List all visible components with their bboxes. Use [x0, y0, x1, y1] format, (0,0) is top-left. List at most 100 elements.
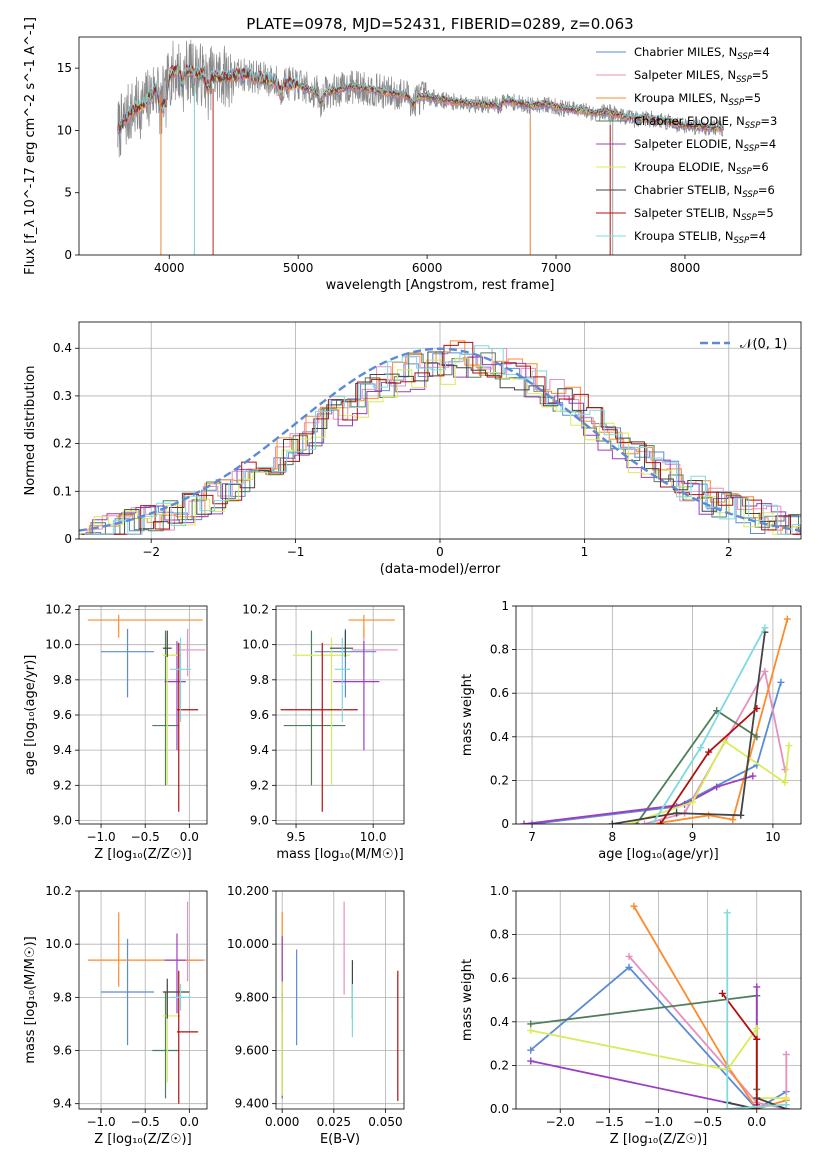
y-tick-label: 10.0	[45, 937, 72, 951]
panel-weight-vs-Z: −2.0 −1.5 −1.0 −0.5 0.0 0.0 0.2 0.4 0.6 0.8 1.0 Z […	[460, 884, 802, 1147]
y-tick-label: 9.2	[250, 778, 269, 792]
weight-series-line	[530, 986, 758, 1109]
y-tick-label: 0.8	[490, 928, 509, 942]
errorbar-point	[280, 642, 358, 812]
y-tick-label: 9.800	[235, 990, 269, 1004]
errorbar-point	[334, 637, 351, 723]
x-axis-label: Z [log₁₀(Z/Z☉)]	[94, 1132, 191, 1147]
weight-series-line	[523, 775, 754, 824]
axes-frame	[78, 36, 802, 256]
y-tick-label: 0	[501, 817, 509, 831]
legend-label: Kroupa MILES, NSSP=5	[634, 91, 761, 108]
y-tick-label: 0.6	[490, 971, 509, 985]
axes: 7 8 9 10 0 0.2 0.4 0.6 0.8 1 age [log₁₀(age/yr)] ma…	[460, 599, 802, 862]
x-tick-label: 2	[725, 545, 733, 559]
legend-label: Chabrier MILES, NSSP=4	[634, 45, 770, 62]
plot-area	[280, 614, 398, 812]
x-tick-label: 0.000	[265, 1115, 299, 1129]
y-tick-label: 9.6	[53, 1044, 72, 1058]
model-spectrum-line	[117, 65, 724, 133]
y-tick-label: 0.4	[53, 341, 72, 355]
weight-marker	[705, 811, 713, 819]
weight-marker	[781, 779, 789, 787]
plot-area	[527, 902, 790, 1109]
errorbar-point	[329, 630, 354, 657]
weight-marker	[718, 989, 726, 997]
y-tick-label: 15	[57, 61, 72, 75]
histogram-step	[81, 351, 801, 535]
y-tick-label: 0.2	[490, 1058, 509, 1072]
x-axis-label: wavelength [Angstrom, rest frame]	[326, 278, 555, 293]
grid	[79, 606, 207, 824]
errorbar-point	[292, 637, 351, 786]
grid	[276, 606, 404, 824]
x-tick-label: 9.5	[287, 830, 306, 844]
x-tick-label: 10.0	[360, 830, 387, 844]
figure-title: PLATE=0978, MJD=52431, FIBERID=0289, z=0…	[246, 15, 633, 33]
legend: Chabrier MILES, NSSP=4 Salpeter MILES, NS…	[596, 45, 777, 246]
weight-marker	[753, 1035, 761, 1043]
weight-marker	[753, 1024, 761, 1032]
x-tick-label: −1.0	[644, 1115, 673, 1129]
axes: −1.0 −0.5 0.0 9.4 9.6 9.8 10.0 10.2 Z [log₁₀(Z/Z…	[23, 884, 208, 1147]
weight-marker	[673, 809, 681, 817]
weight-marker	[527, 1057, 535, 1065]
histogram-step	[79, 348, 801, 535]
weight-marker	[729, 816, 737, 824]
y-tick-label: 10.2	[45, 884, 72, 898]
x-tick-label: 7000	[541, 261, 572, 275]
weight-series-line	[530, 966, 787, 1109]
y-tick-label: 10.200	[227, 884, 269, 898]
grid	[79, 322, 801, 540]
errorbar-point	[178, 628, 206, 677]
x-tick-label: 8000	[670, 261, 701, 275]
weight-marker	[713, 783, 721, 791]
y-tick-label: 9.8	[53, 673, 72, 687]
x-tick-label: −2.0	[546, 1115, 575, 1129]
weight-marker	[527, 1020, 535, 1028]
weight-marker	[520, 820, 528, 824]
errorbar-point	[164, 933, 186, 1014]
y-tick-label: 0	[64, 248, 72, 262]
errorbar-point	[164, 641, 186, 751]
weight-marker	[657, 820, 665, 824]
y-tick-label: 9.600	[235, 1044, 269, 1058]
y-tick-label: 10.2	[242, 603, 269, 617]
weight-marker	[625, 963, 633, 971]
errorbar-point	[178, 901, 206, 982]
y-tick-label: 9.4	[53, 1097, 72, 1111]
y-tick-label: 10.2	[45, 603, 72, 617]
weight-marker	[782, 1051, 790, 1058]
errorbar-point	[162, 630, 172, 657]
plot-area	[79, 340, 801, 535]
weight-marker	[689, 798, 697, 806]
gaussian-curve	[79, 347, 801, 532]
histogram-step	[82, 341, 801, 535]
x-tick-label: 9	[689, 830, 697, 844]
x-tick-label: 8	[609, 830, 617, 844]
errorbar-point	[162, 978, 190, 1019]
y-axis-label: age [log₁₀(age/yr)]	[23, 655, 38, 776]
data-spectrum-line	[117, 39, 724, 158]
weight-marker	[705, 748, 713, 756]
weight-marker	[723, 1105, 731, 1109]
errorbar-point	[283, 630, 346, 786]
x-tick-label: 0.0	[180, 1115, 199, 1129]
y-tick-label: 9.6	[53, 708, 72, 722]
x-tick-label: −0.5	[693, 1115, 722, 1129]
histogram-step	[79, 357, 801, 535]
x-axis-label: Z [log₁₀(Z/Z☉)]	[94, 847, 191, 862]
weight-series-line	[633, 905, 787, 1109]
plot-area	[281, 901, 399, 1102]
errorbar-point	[176, 970, 199, 1104]
weight-marker	[749, 772, 757, 780]
model-spectrum-line	[117, 64, 724, 132]
y-axis-label: mass [log₁₀(M/M☉)]	[23, 936, 38, 1063]
axes-frame	[275, 605, 405, 825]
legend-label: Chabrier ELODIE, NSSP=3	[634, 114, 777, 131]
legend-label: Chabrier STELIB, NSSP=6	[634, 183, 775, 200]
x-axis-label: Z [log₁₀(Z/Z☉)]	[610, 1132, 707, 1147]
errorbar-point	[348, 614, 395, 638]
x-tick-label: 7	[528, 830, 536, 844]
y-tick-label: 9.0	[53, 813, 72, 827]
